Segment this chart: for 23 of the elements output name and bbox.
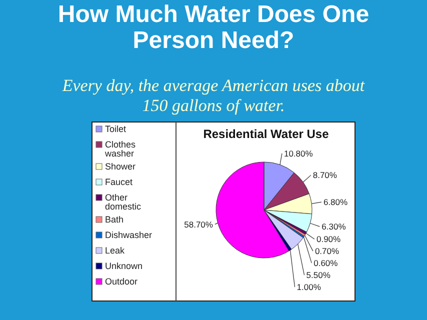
data-label: 1.00% bbox=[296, 282, 322, 292]
data-label: 0.90% bbox=[316, 234, 342, 244]
data-label: 5.50% bbox=[306, 270, 331, 280]
legend-label: Leak bbox=[105, 246, 126, 256]
chart-title: How Much Water Does One Person Need? bbox=[58, 1, 370, 54]
data-label: 10.80% bbox=[284, 148, 314, 158]
text: Residential Water Use bbox=[203, 127, 330, 141]
data-label: 6.30% bbox=[322, 222, 346, 232]
legend-label: Unknown bbox=[105, 261, 143, 272]
legend-label: Outdoor bbox=[105, 276, 138, 287]
data-label: 6.80% bbox=[323, 197, 348, 208]
legend-label: Clothes washer bbox=[104, 140, 136, 159]
legend-label: Faucet bbox=[105, 177, 134, 188]
data-label: 0.70% bbox=[314, 246, 340, 256]
legend-label: Shower bbox=[105, 162, 136, 172]
data-label: 58.70% bbox=[184, 219, 214, 230]
legend-label: Other domestic bbox=[105, 192, 142, 212]
chart-subtitle: Every day, the average American uses about 150 gallons of water. bbox=[61, 76, 366, 115]
data-label: 0.60% bbox=[314, 258, 338, 268]
legend-label: Toilet bbox=[105, 124, 127, 134]
legend-label: Dishwasher bbox=[105, 230, 152, 240]
legend-label: Bath bbox=[105, 214, 124, 225]
data-label: 8.70% bbox=[312, 170, 338, 180]
